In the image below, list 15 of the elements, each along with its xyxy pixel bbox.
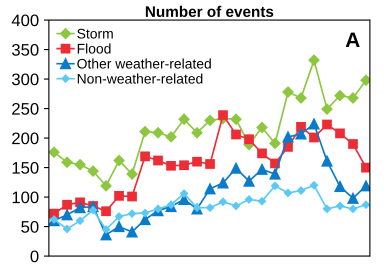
y-tick-label: 350 xyxy=(12,44,39,56)
y-tick-label: 400 xyxy=(12,14,39,26)
legend-label: Non-weather-related xyxy=(78,73,202,84)
legend-label: Storm xyxy=(77,28,113,39)
y-tick-label: 100 xyxy=(12,191,39,204)
y-tick-label: 250 xyxy=(12,102,39,115)
y-tick-label: 300 xyxy=(12,73,39,86)
legend-label: Other weather-related xyxy=(77,58,211,69)
y-tick-label: 0 xyxy=(30,250,38,262)
chart-title: Number of events xyxy=(146,6,274,18)
y-tick-label: 150 xyxy=(12,162,39,174)
y-tick-label: 50 xyxy=(21,220,39,233)
y-tick-label: 200 xyxy=(12,132,39,144)
legend-label: Flood xyxy=(78,43,110,54)
annotation: A xyxy=(346,32,360,47)
